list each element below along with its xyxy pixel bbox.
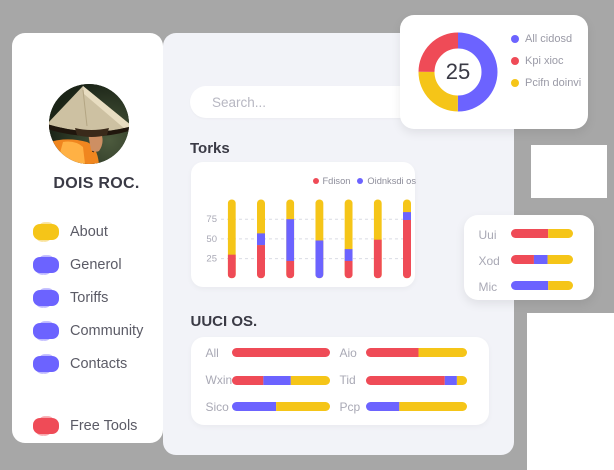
- svg-text:25: 25: [446, 59, 470, 84]
- svg-text:75: 75: [206, 214, 217, 225]
- svg-text:50: 50: [206, 233, 217, 244]
- svg-text:25: 25: [206, 253, 217, 264]
